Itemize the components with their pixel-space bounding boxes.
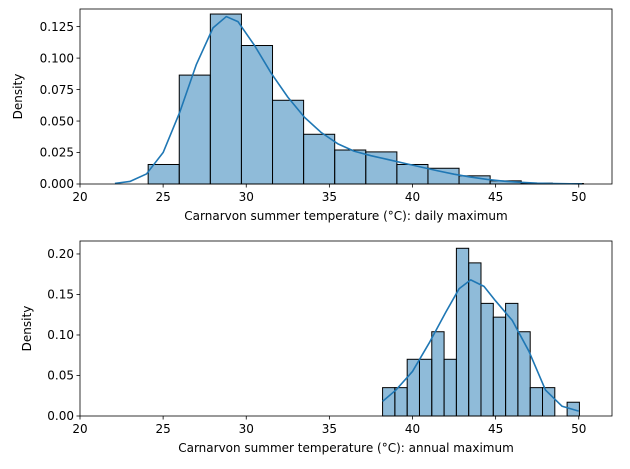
y-tick-label: 0.05	[47, 369, 74, 383]
chart-annual-maximum: 20 25 30 35 40 45 50 0.00 0.05 0.10 0.15 0.20 Carn…	[20, 240, 613, 455]
x-tick-label: 35	[322, 190, 337, 204]
y-tick-label: 0.050	[40, 114, 74, 128]
histogram-bar	[431, 331, 445, 417]
x-tick-label: 50	[571, 190, 586, 204]
x-tick-label: 25	[155, 422, 170, 436]
axes-frame	[79, 240, 613, 417]
histogram-bar	[542, 387, 556, 417]
x-tick-label: 40	[405, 422, 420, 436]
y-tick-label: 0.00	[47, 409, 74, 423]
x-tick-label: 20	[72, 422, 87, 436]
y-tick-label: 0.100	[40, 51, 74, 65]
histogram-bar	[394, 387, 408, 417]
histogram-bar	[209, 13, 242, 185]
kde-curve-group	[382, 279, 579, 412]
x-tick-label: 45	[488, 190, 503, 204]
histogram-bar	[334, 149, 367, 185]
histogram-bar	[147, 163, 180, 185]
kde-curve	[114, 15, 583, 185]
histogram-bar	[443, 358, 457, 417]
y-axis-label: Density	[20, 306, 34, 352]
histogram-bar	[365, 151, 398, 185]
y-tick-label: 0.075	[40, 83, 74, 97]
histogram-bar	[427, 167, 460, 185]
y-tick-label: 0.000	[40, 177, 74, 191]
x-tick-label: 30	[239, 190, 254, 204]
x-ticks: 20 25 30 35 40 45 50	[72, 416, 586, 436]
y-tick-label: 0.025	[40, 146, 74, 160]
histogram-bar	[517, 331, 531, 417]
x-axis-label: Carnarvon summer temperature (°C): daily…	[184, 209, 507, 223]
histogram-bar	[468, 262, 482, 417]
kde-curve	[382, 279, 579, 412]
y-axis-label: Density	[11, 74, 25, 120]
histogram-bar	[480, 302, 494, 417]
histogram-bar	[178, 74, 211, 185]
histogram-bar	[529, 387, 544, 417]
y-tick-label: 0.20	[47, 247, 74, 261]
histogram-bar	[272, 99, 305, 185]
x-tick-label: 30	[239, 422, 254, 436]
x-tick-label: 35	[322, 422, 337, 436]
y-tick-label: 0.125	[40, 20, 74, 34]
histogram-bar	[418, 358, 433, 417]
chart-daily-maximum: 20 25 30 35 40 45 50 0.000 0.025 0.050 0.075 0.100…	[11, 8, 613, 223]
x-axis-label: Carnarvon summer temperature (°C): annua…	[178, 441, 514, 455]
histogram-bar	[455, 247, 470, 417]
y-ticks: 0.00 0.05 0.10 0.15 0.20	[47, 247, 80, 423]
x-ticks: 20 25 30 35 40 45 50	[72, 184, 586, 204]
x-tick-label: 20	[72, 190, 87, 204]
x-tick-label: 50	[571, 422, 586, 436]
histogram-bar	[492, 316, 507, 417]
histogram-bar	[406, 358, 420, 417]
histogram-bars	[147, 13, 584, 185]
x-tick-label: 45	[488, 422, 503, 436]
kde-curve-group	[114, 15, 583, 185]
x-tick-label: 25	[155, 190, 170, 204]
x-tick-label: 40	[405, 190, 420, 204]
axes-frame	[79, 8, 613, 185]
y-ticks: 0.000 0.025 0.050 0.075 0.100 0.125	[40, 20, 80, 191]
y-tick-label: 0.15	[47, 288, 74, 302]
histogram-bar	[303, 133, 336, 185]
y-tick-label: 0.10	[47, 328, 74, 342]
